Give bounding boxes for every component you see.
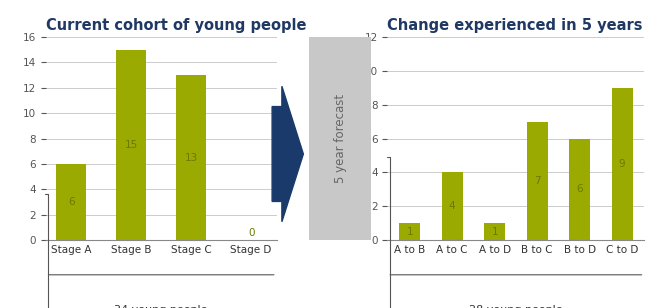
Text: 6: 6 <box>576 184 583 194</box>
Bar <box>611 88 633 240</box>
Bar <box>527 122 547 240</box>
Text: 6: 6 <box>68 197 74 207</box>
Text: 15: 15 <box>124 140 138 150</box>
Bar <box>441 172 463 240</box>
Text: 4: 4 <box>449 201 456 211</box>
Bar <box>176 75 206 240</box>
FancyArrow shape <box>272 86 303 222</box>
Text: 1: 1 <box>492 227 498 237</box>
Text: 0: 0 <box>248 228 255 238</box>
Text: 34 young people: 34 young people <box>115 305 208 308</box>
Text: Change experienced in 5 years: Change experienced in 5 years <box>387 18 643 33</box>
Text: 13: 13 <box>184 153 198 163</box>
Bar <box>399 223 421 240</box>
Text: 5 year forecast: 5 year forecast <box>334 94 346 183</box>
Bar <box>56 164 86 240</box>
Text: Current cohort of young people: Current cohort of young people <box>46 18 306 33</box>
Text: 28 young people: 28 young people <box>469 305 562 308</box>
Text: 9: 9 <box>619 159 626 169</box>
Bar <box>116 50 146 240</box>
Bar <box>484 223 505 240</box>
Text: 7: 7 <box>534 176 540 186</box>
Bar <box>569 139 590 240</box>
Text: 1: 1 <box>406 227 413 237</box>
